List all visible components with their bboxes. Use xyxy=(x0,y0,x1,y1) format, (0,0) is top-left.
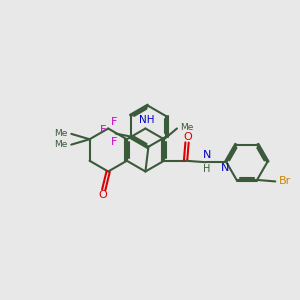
Text: Me: Me xyxy=(180,122,193,131)
Text: O: O xyxy=(183,132,192,142)
Text: Me: Me xyxy=(54,140,68,149)
Text: N: N xyxy=(202,150,211,160)
Text: Br: Br xyxy=(279,176,291,186)
Text: N: N xyxy=(221,163,229,173)
Text: F: F xyxy=(111,117,117,127)
Text: F: F xyxy=(100,125,106,135)
Text: NH: NH xyxy=(139,115,155,125)
Text: Me: Me xyxy=(54,129,68,138)
Text: H: H xyxy=(203,164,210,174)
Text: O: O xyxy=(99,190,107,200)
Text: F: F xyxy=(111,137,117,147)
